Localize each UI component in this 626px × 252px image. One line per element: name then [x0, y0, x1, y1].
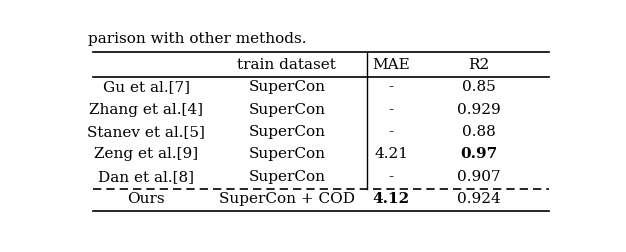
Text: Ours: Ours: [127, 192, 165, 206]
Text: SuperCon + COD: SuperCon + COD: [219, 192, 355, 206]
Text: Stanev et al.[5]: Stanev et al.[5]: [87, 125, 205, 139]
Text: 0.907: 0.907: [457, 170, 500, 184]
Text: 4.21: 4.21: [374, 147, 408, 162]
Text: -: -: [389, 170, 394, 184]
Text: -: -: [389, 125, 394, 139]
Text: 0.97: 0.97: [460, 147, 497, 162]
Text: 0.929: 0.929: [456, 103, 500, 117]
Text: Dan et al.[8]: Dan et al.[8]: [98, 170, 194, 184]
Text: Gu et al.[7]: Gu et al.[7]: [103, 80, 190, 94]
Text: 0.924: 0.924: [456, 192, 500, 206]
Text: SuperCon: SuperCon: [249, 125, 326, 139]
Text: parison with other methods.: parison with other methods.: [88, 32, 307, 46]
Text: 0.88: 0.88: [461, 125, 495, 139]
Text: 4.12: 4.12: [372, 192, 410, 206]
Text: SuperCon: SuperCon: [249, 103, 326, 117]
Text: R2: R2: [468, 58, 489, 72]
Text: SuperCon: SuperCon: [249, 80, 326, 94]
Text: SuperCon: SuperCon: [249, 147, 326, 162]
Text: train dataset: train dataset: [237, 58, 336, 72]
Text: -: -: [389, 103, 394, 117]
Text: Zeng et al.[9]: Zeng et al.[9]: [94, 147, 198, 162]
Text: 0.85: 0.85: [461, 80, 495, 94]
Text: SuperCon: SuperCon: [249, 170, 326, 184]
Text: MAE: MAE: [372, 58, 410, 72]
Text: -: -: [389, 80, 394, 94]
Text: Zhang et al.[4]: Zhang et al.[4]: [89, 103, 203, 117]
